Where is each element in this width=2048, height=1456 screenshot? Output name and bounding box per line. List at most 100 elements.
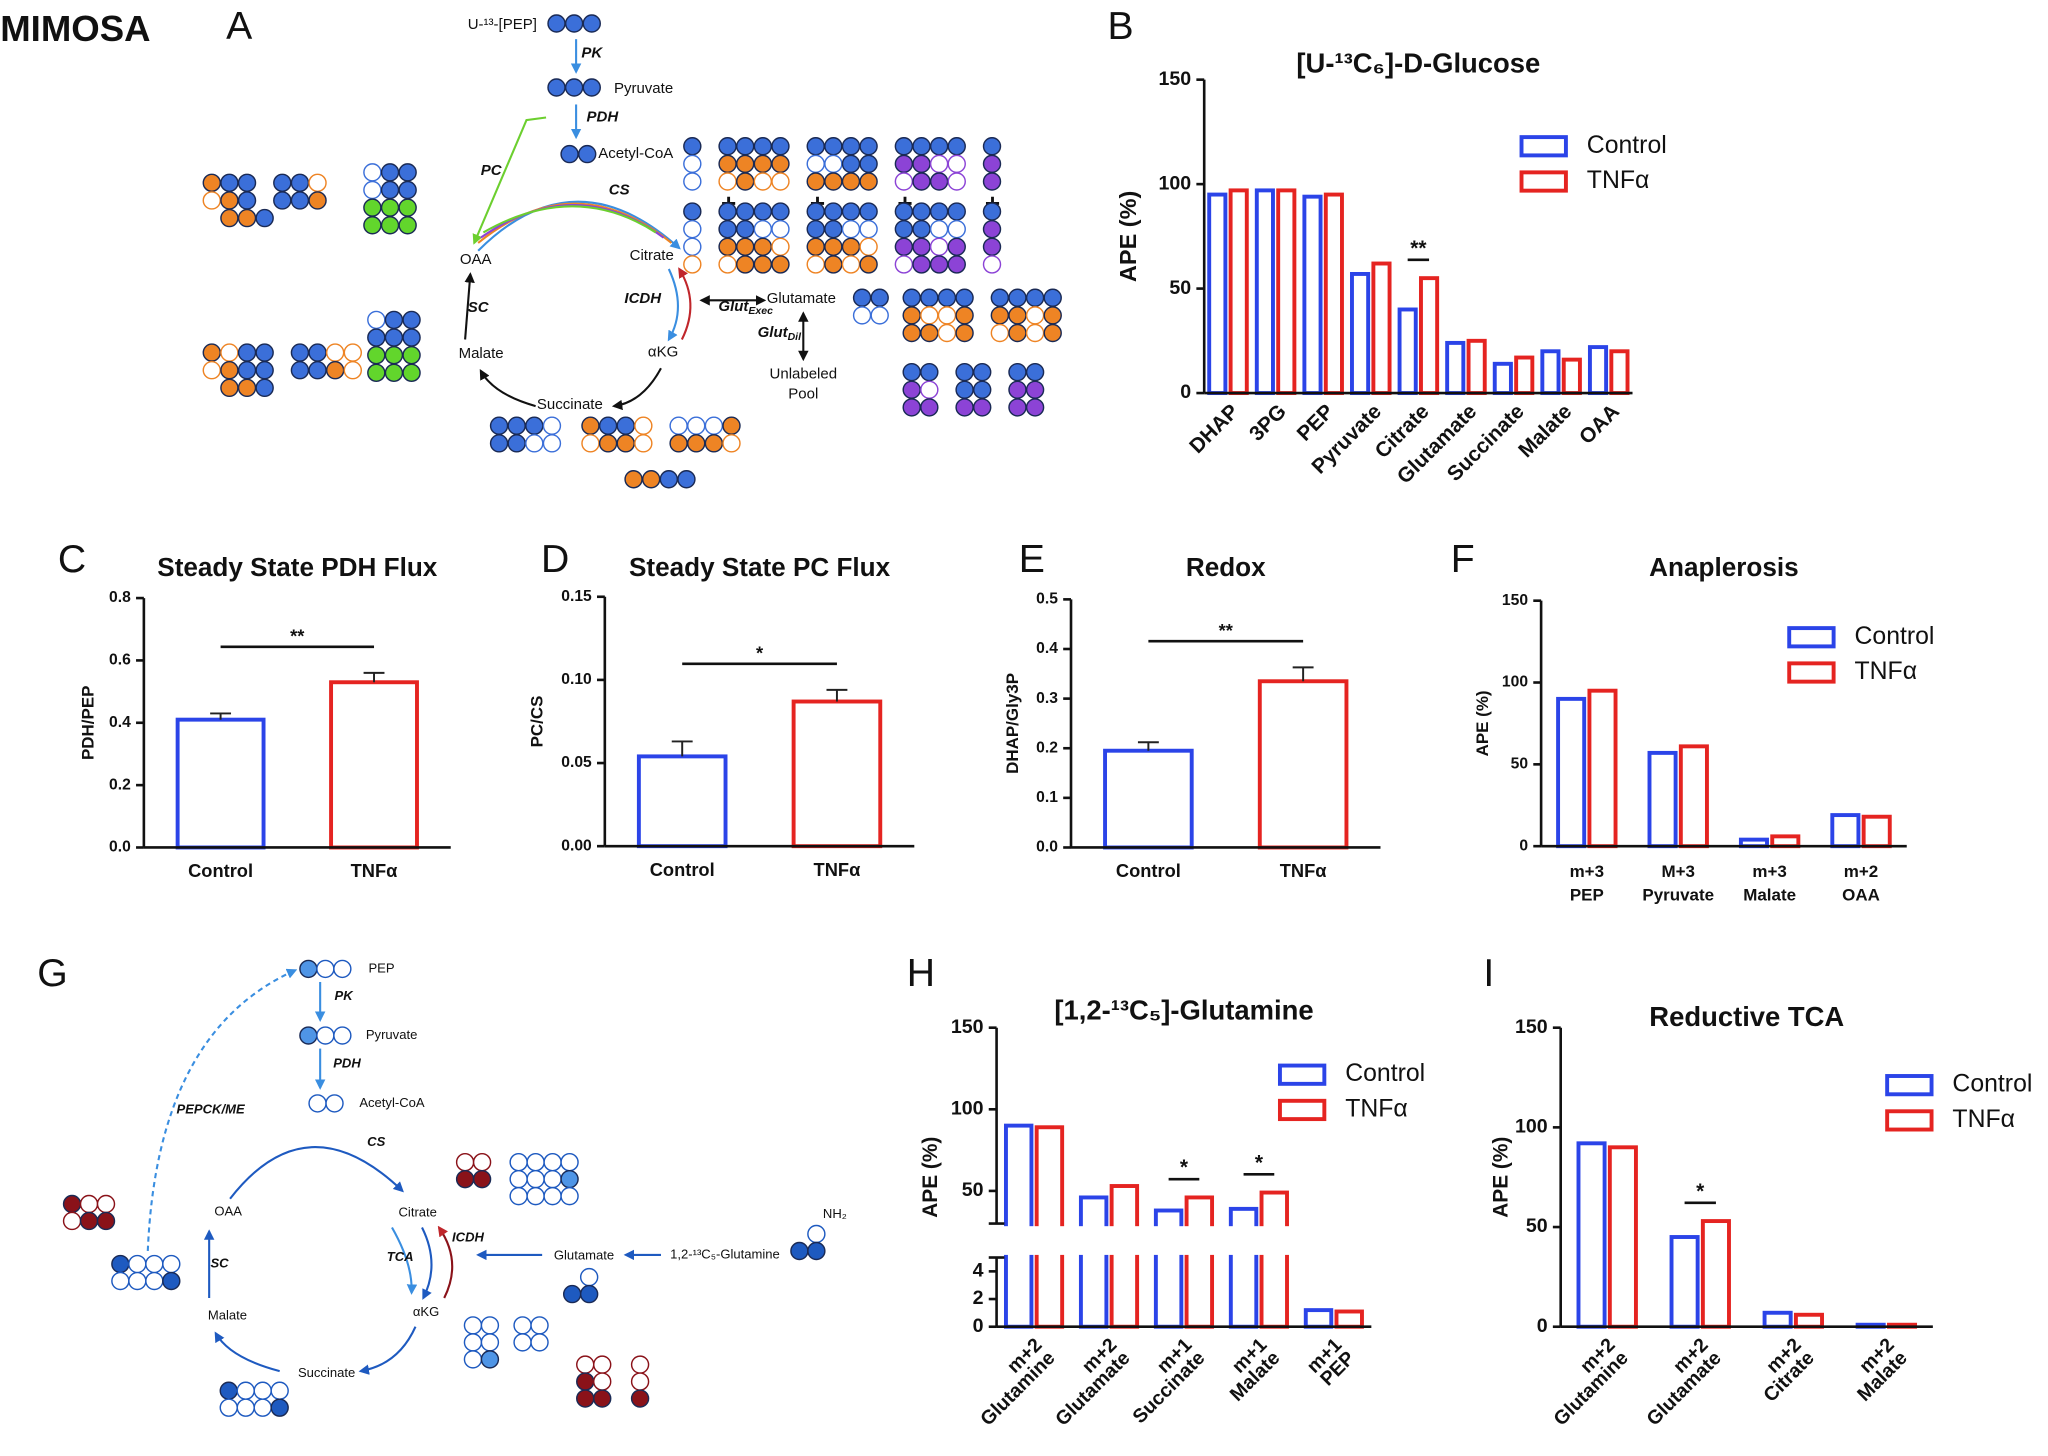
bar — [1587, 345, 1609, 396]
carbon-atom — [735, 172, 755, 191]
carbon-atom — [582, 78, 601, 97]
panel-label: H — [907, 952, 935, 995]
x-tick-label: Malate — [1743, 885, 1796, 904]
legend-swatch — [1519, 135, 1568, 158]
carbon-atom — [735, 202, 755, 221]
chart-title: Reductive TCA — [1649, 1001, 1844, 1032]
carbon-atom — [547, 78, 566, 97]
y-tick-label: 0.6 — [109, 652, 131, 669]
carbon-atom — [947, 172, 966, 191]
y-tick-label: 0.00 — [561, 837, 592, 854]
carbon-atom — [990, 306, 1010, 325]
y-tick-label: 0.8 — [109, 589, 131, 606]
carbon-atom — [870, 306, 889, 325]
carbon-atom — [718, 172, 737, 191]
bar — [1259, 1190, 1289, 1329]
carbon-atom — [237, 360, 257, 380]
carbon-atom — [480, 1333, 500, 1352]
carbon-atom — [990, 323, 1010, 343]
carbon-atom — [955, 306, 974, 325]
legend-label: TNFα — [1345, 1096, 1408, 1123]
carbon-atom — [982, 154, 1002, 174]
bar — [1647, 750, 1678, 849]
panel-label: I — [1483, 952, 1494, 995]
bar — [791, 699, 883, 849]
carbon-atom — [111, 1271, 130, 1291]
carbon-atom — [325, 1094, 344, 1113]
carbon-atom — [902, 398, 921, 417]
carbon-atom — [771, 172, 790, 191]
significance-label: * — [1255, 1151, 1264, 1174]
carbon-atom — [683, 137, 702, 156]
carbon-atom — [402, 310, 421, 330]
carbon-atom — [616, 434, 635, 453]
carbon-atom — [577, 144, 597, 164]
carbon-atom — [859, 172, 878, 191]
legend-label: Control — [1587, 132, 1667, 159]
carbon-atom — [1025, 323, 1045, 343]
carbon-atom — [219, 1398, 238, 1417]
carbon-atom — [363, 198, 382, 217]
carbon-atom — [753, 172, 773, 191]
carbon-atom — [237, 208, 257, 228]
carbon-atom — [683, 237, 702, 257]
y-axis-label: APE (%) — [1489, 1137, 1512, 1218]
carbon-atom — [859, 219, 878, 239]
diagram-label: Citrate — [399, 1205, 437, 1220]
bar — [1109, 1184, 1140, 1329]
carbon-atom — [677, 470, 696, 489]
carbon-atom — [920, 306, 939, 325]
carbon-atom — [982, 219, 1002, 239]
bar — [636, 754, 728, 849]
bar — [1678, 744, 1709, 849]
carbon-atom — [202, 191, 221, 210]
carbon-atom — [806, 219, 825, 239]
carbon-atom — [920, 380, 939, 399]
x-tick-label: m+3 — [1752, 862, 1786, 881]
diagram-label: Succinate — [537, 396, 603, 413]
bar — [1556, 696, 1587, 849]
carbon-atom — [683, 172, 702, 191]
bar — [1607, 1145, 1638, 1329]
carbon-atom — [525, 434, 544, 453]
diagram-label: ICDH — [452, 1229, 484, 1244]
carbon-atom — [299, 1026, 318, 1045]
significance-label: ** — [1410, 237, 1427, 260]
significance-label: * — [1696, 1180, 1705, 1203]
carbon-atom — [806, 137, 825, 156]
carbon-atom — [530, 1316, 549, 1335]
carbon-atom — [920, 362, 939, 382]
y-tick-label: 50 — [1511, 755, 1529, 772]
bar — [1609, 349, 1630, 396]
bar — [1103, 748, 1194, 850]
bar — [1700, 1219, 1731, 1329]
carbon-atom — [543, 1152, 562, 1172]
carbon-atom — [841, 137, 861, 156]
chart-title: Steady State PDH Flux — [157, 552, 438, 582]
carbon-atom — [616, 416, 635, 435]
carbon-atom — [1008, 288, 1027, 307]
y-tick-label: 0.4 — [109, 714, 131, 731]
carbon-atom — [560, 1186, 579, 1206]
bar — [1770, 834, 1801, 849]
legend-swatch — [1787, 661, 1836, 684]
carbon-atom — [325, 360, 345, 380]
diagram-label: SC — [468, 299, 490, 316]
figure-label: MIMOSA — [0, 8, 150, 49]
carbon-atom — [735, 137, 755, 156]
carbon-atom — [593, 1355, 612, 1374]
bar — [1184, 1195, 1215, 1329]
y-axis-label: DHAP/Gly3P — [1003, 673, 1022, 774]
carbon-atom — [564, 14, 584, 33]
y-tick-label: 0.15 — [561, 588, 592, 605]
carbon-atom — [593, 1389, 612, 1408]
significance-label: ** — [290, 625, 305, 646]
carbon-atom — [852, 288, 872, 307]
carbon-atom — [507, 416, 526, 435]
diagram-label: GlutDil — [758, 324, 803, 343]
carbon-atom — [790, 1241, 809, 1261]
carbon-atom — [982, 137, 1002, 156]
bar — [1445, 340, 1466, 396]
x-tick-label: Control — [188, 860, 253, 881]
label-subscript: Exec — [748, 305, 773, 317]
